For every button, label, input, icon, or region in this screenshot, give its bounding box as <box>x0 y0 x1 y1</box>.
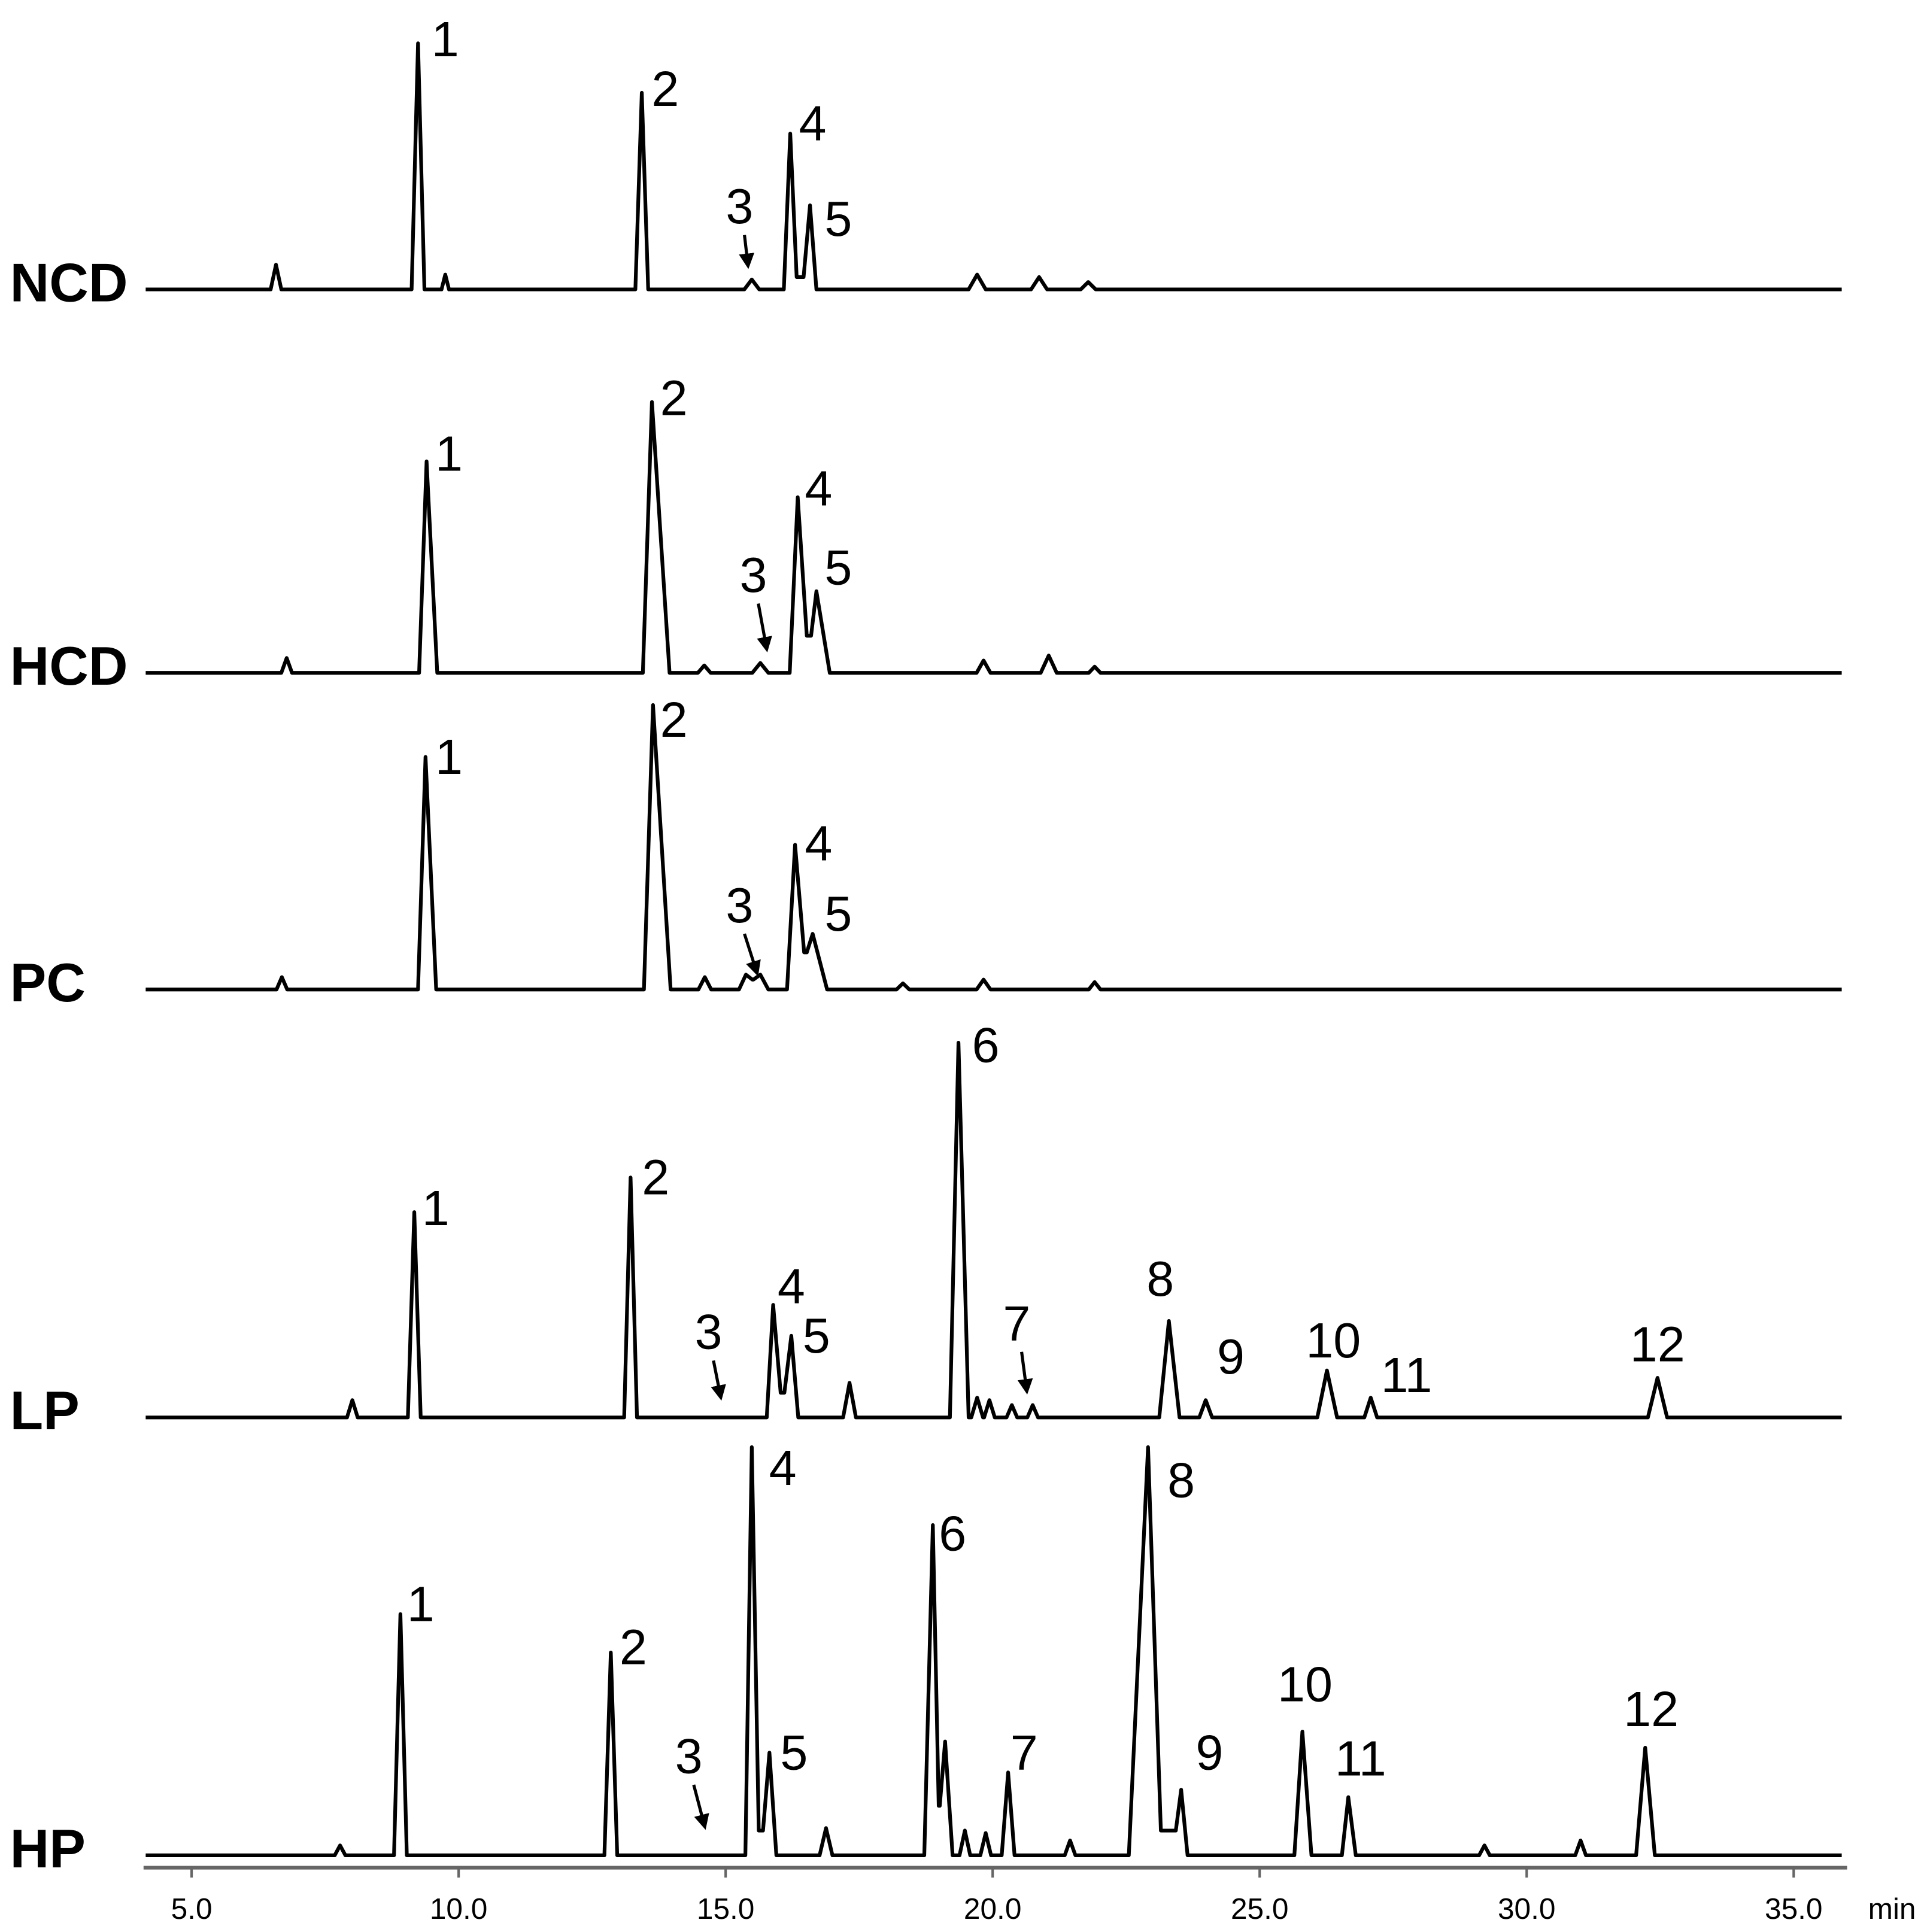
x-tick-label: 15.0 <box>697 1892 755 1925</box>
peak-label: 3 <box>675 1729 703 1784</box>
trace-line <box>145 1041 1842 1420</box>
peak-label: 1 <box>432 11 459 67</box>
peak-label: 2 <box>620 1620 647 1675</box>
peak-label: 3 <box>726 178 753 234</box>
peak-label: 11 <box>1381 1347 1433 1403</box>
peak-label: 2 <box>660 692 688 748</box>
peak-label: 3 <box>695 1304 723 1360</box>
peak-label: 5 <box>824 886 852 941</box>
peak-label: 7 <box>1010 1724 1038 1780</box>
peak-label: 5 <box>780 1724 808 1780</box>
peak-label: 12 <box>1630 1316 1685 1372</box>
x-tick-label: 35.0 <box>1765 1892 1822 1925</box>
trace-name: HP <box>10 1819 86 1879</box>
peak-label: 3 <box>740 547 767 603</box>
peak-label: 1 <box>422 1180 450 1236</box>
trace-line <box>145 703 1842 992</box>
peak-label: 4 <box>799 96 827 151</box>
peak-label: 4 <box>769 1440 797 1496</box>
x-tick-label: 10.0 <box>430 1892 488 1925</box>
peak-label: 8 <box>1167 1453 1195 1508</box>
peak-arrow <box>743 933 761 977</box>
peak-label: 1 <box>435 426 463 481</box>
peak-label: 2 <box>651 61 679 117</box>
peak-label: 12 <box>1623 1681 1679 1737</box>
peak-label: 4 <box>805 460 832 516</box>
peak-arrow <box>739 235 755 269</box>
peak-label: 5 <box>803 1308 830 1363</box>
peak-label: 10 <box>1306 1313 1361 1368</box>
peak-label: 1 <box>435 729 463 785</box>
trace-name: NCD <box>10 253 128 313</box>
peak-label: 6 <box>939 1506 966 1562</box>
peak-label: 4 <box>805 815 832 871</box>
peak-label: 8 <box>1146 1251 1174 1307</box>
peak-label: 5 <box>824 191 852 247</box>
peak-label: 2 <box>642 1149 669 1205</box>
peak-label: 10 <box>1277 1657 1333 1712</box>
x-tick-label: 25.0 <box>1231 1892 1289 1925</box>
peak-label: 1 <box>407 1576 435 1632</box>
trace-line <box>145 400 1842 675</box>
peak-label: 5 <box>824 540 852 596</box>
peak-arrow <box>692 1784 709 1830</box>
trace-line <box>145 41 1842 291</box>
trace-name: LP <box>10 1381 80 1441</box>
trace-name: PC <box>10 953 86 1013</box>
trace-line <box>145 1445 1842 1857</box>
peak-label: 7 <box>1003 1295 1030 1351</box>
peak-arrow <box>711 1360 726 1401</box>
peak-label: 9 <box>1217 1329 1245 1384</box>
peak-label: 6 <box>972 1017 1000 1073</box>
x-axis-label: min <box>1868 1892 1916 1925</box>
peak-label: 4 <box>778 1258 805 1314</box>
peak-label: 3 <box>726 877 753 933</box>
peak-label: 9 <box>1195 1724 1223 1780</box>
x-tick-label: 5.0 <box>171 1892 213 1925</box>
peak-arrow <box>757 603 772 653</box>
peak-label: 11 <box>1335 1731 1386 1787</box>
peak-arrow <box>1017 1351 1033 1395</box>
peak-label: 2 <box>660 370 688 426</box>
x-tick-label: 20.0 <box>964 1892 1022 1925</box>
trace-name: HCD <box>10 636 128 697</box>
x-tick-label: 30.0 <box>1498 1892 1556 1925</box>
